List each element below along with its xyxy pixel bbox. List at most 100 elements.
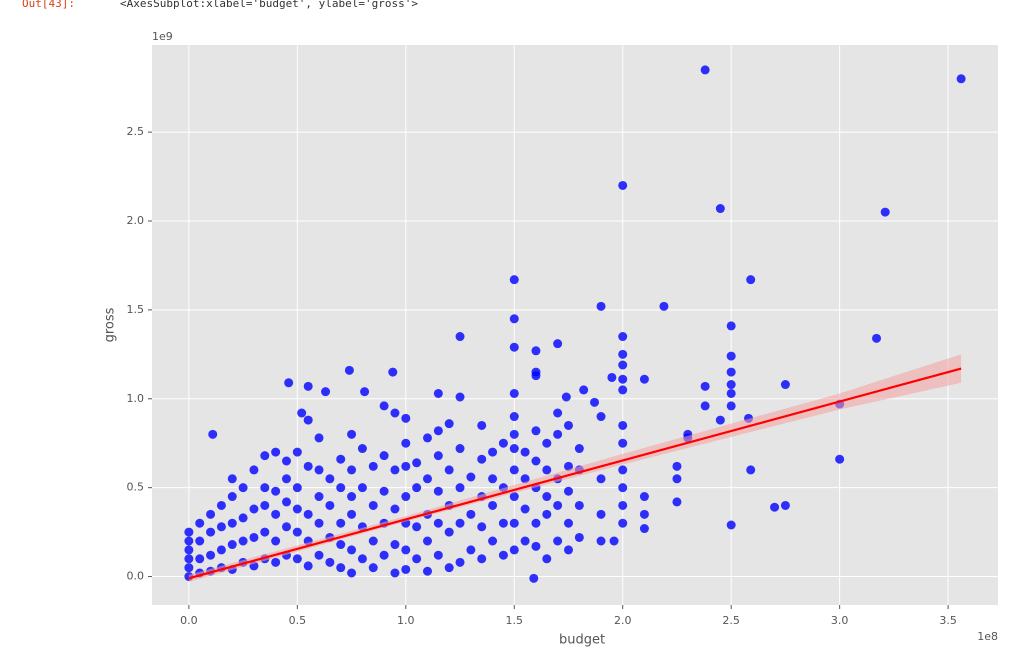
point <box>509 518 519 528</box>
point <box>618 518 628 528</box>
point <box>325 557 335 567</box>
point <box>509 545 519 555</box>
y-axis-label: gross <box>103 307 118 342</box>
point <box>563 518 573 528</box>
point <box>412 522 422 532</box>
point <box>281 497 291 507</box>
point <box>715 415 725 425</box>
point <box>216 545 226 555</box>
point <box>292 527 302 537</box>
point <box>444 563 454 573</box>
point <box>574 532 584 542</box>
point <box>314 465 324 475</box>
point <box>401 438 411 448</box>
point <box>390 540 400 550</box>
point <box>271 509 281 519</box>
point <box>412 483 422 493</box>
point <box>466 545 476 555</box>
point <box>880 207 890 217</box>
point <box>401 564 411 574</box>
x-tick-label: 2.0 <box>614 614 632 627</box>
point <box>390 504 400 514</box>
point <box>715 204 725 214</box>
point <box>227 474 237 484</box>
point <box>292 483 302 493</box>
point <box>184 545 194 555</box>
point <box>388 367 398 377</box>
point <box>488 447 498 457</box>
point <box>618 420 628 430</box>
point <box>292 504 302 514</box>
point <box>303 381 313 391</box>
point <box>347 492 357 502</box>
point <box>271 447 281 457</box>
point <box>618 360 628 370</box>
point <box>579 385 589 395</box>
point <box>390 568 400 578</box>
point <box>303 509 313 519</box>
y-tick-label: 2.5 <box>127 125 145 138</box>
x-tick-label: 0.5 <box>289 614 307 627</box>
point <box>455 332 465 342</box>
point <box>872 333 882 343</box>
point <box>303 561 313 571</box>
point <box>368 461 378 471</box>
point <box>726 380 736 390</box>
point <box>488 474 498 484</box>
point <box>607 372 617 382</box>
point <box>238 483 248 493</box>
point <box>466 509 476 519</box>
point <box>206 550 216 560</box>
point <box>336 518 346 528</box>
point <box>208 429 218 439</box>
point <box>260 451 270 461</box>
point <box>520 474 530 484</box>
y-tick-label: 2.0 <box>127 214 145 227</box>
point <box>249 465 259 475</box>
point <box>347 429 357 439</box>
point <box>553 429 563 439</box>
point <box>520 504 530 514</box>
point <box>618 500 628 510</box>
point <box>455 483 465 493</box>
point <box>206 509 216 519</box>
point <box>956 74 966 84</box>
point <box>574 500 584 510</box>
y-tick-label: 1.5 <box>127 303 145 316</box>
y-tick-label: 0.0 <box>127 570 145 583</box>
point <box>444 419 454 429</box>
point <box>509 412 519 422</box>
point <box>509 314 519 324</box>
point <box>314 518 324 528</box>
point <box>281 474 291 484</box>
x-tick-label: 2.5 <box>722 614 740 627</box>
point <box>531 518 541 528</box>
point <box>531 371 541 381</box>
point <box>401 545 411 555</box>
point <box>563 420 573 430</box>
point <box>498 438 508 448</box>
point <box>292 554 302 564</box>
point <box>726 401 736 411</box>
point <box>379 401 389 411</box>
point <box>672 474 682 484</box>
x-tick-label: 3.0 <box>831 614 849 627</box>
point <box>477 522 487 532</box>
point <box>347 568 357 578</box>
point <box>520 536 530 546</box>
point <box>422 566 432 576</box>
point <box>455 392 465 402</box>
x-tick-label: 0.0 <box>180 614 198 627</box>
point <box>455 444 465 454</box>
point <box>195 518 205 528</box>
point <box>618 180 628 190</box>
point <box>184 554 194 564</box>
point <box>271 557 281 567</box>
point <box>618 349 628 359</box>
point <box>433 388 443 398</box>
point <box>336 454 346 464</box>
point <box>238 536 248 546</box>
point <box>422 536 432 546</box>
point <box>726 388 736 398</box>
point <box>347 465 357 475</box>
